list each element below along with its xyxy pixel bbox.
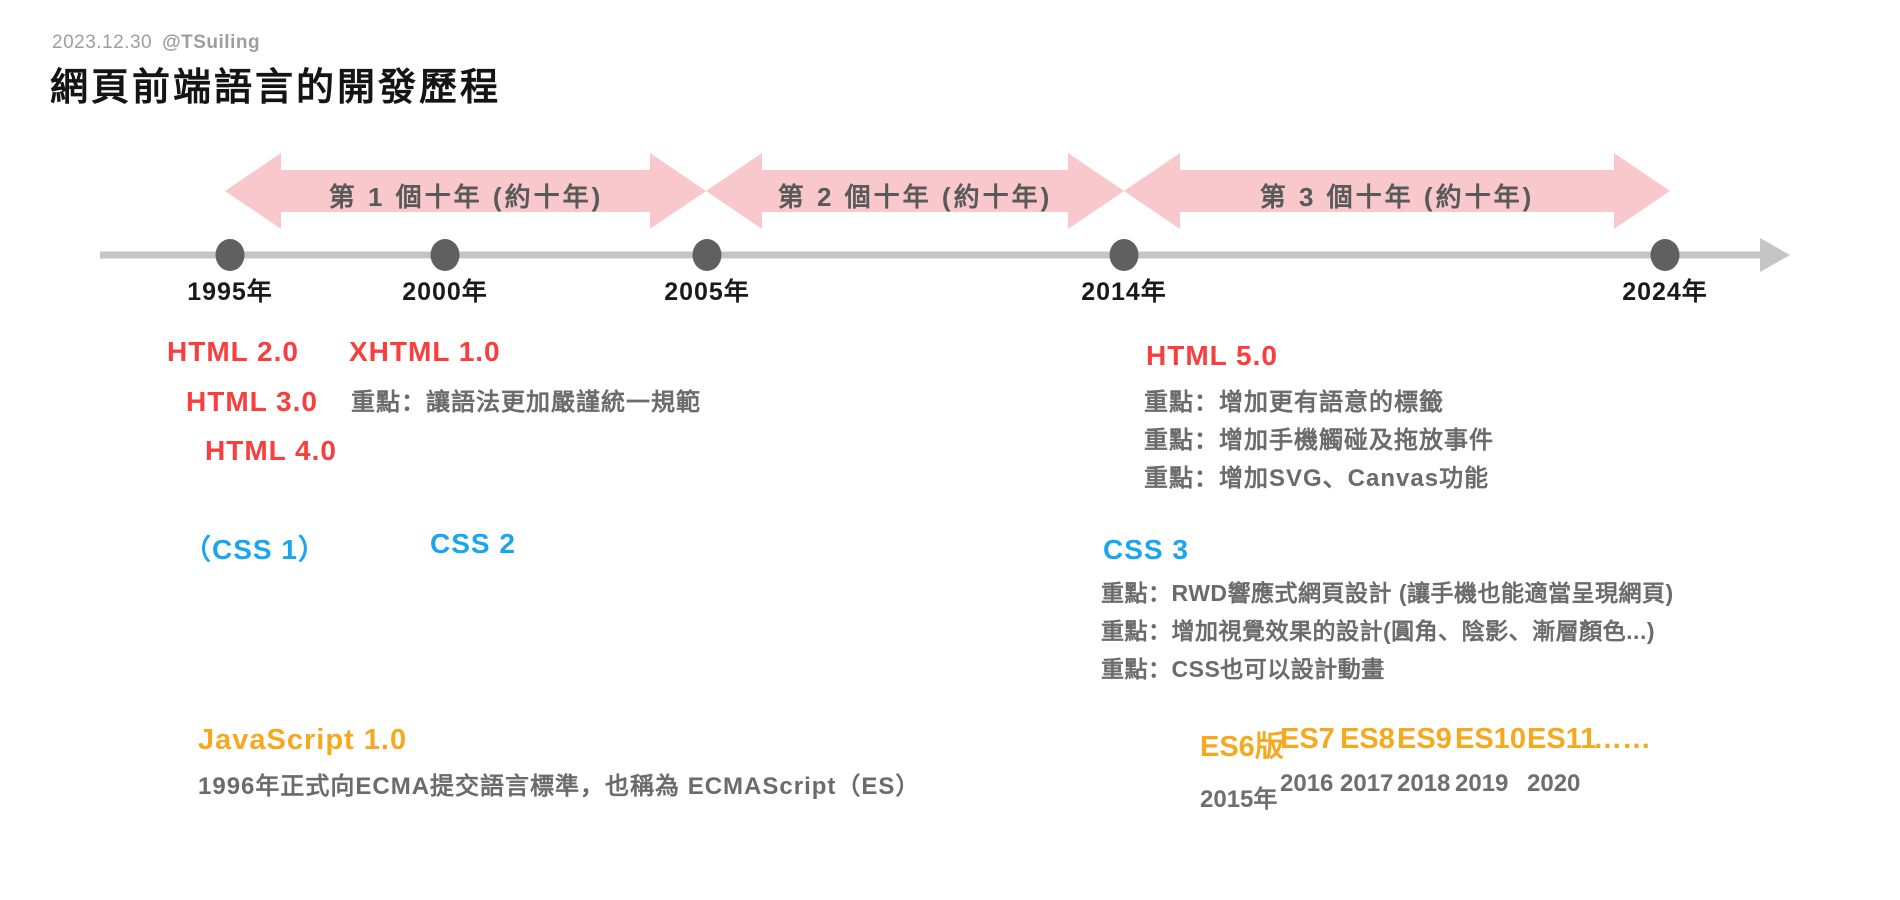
css1-title: （CSS 1）	[183, 534, 327, 565]
html5-title: HTML 5.0	[1146, 340, 1278, 371]
decade-label-1: 第 1 個十年 (約十年)	[328, 182, 604, 212]
javascript-title: JavaScript 1.0	[198, 724, 408, 756]
es9-label: ES9	[1397, 723, 1452, 755]
javascript-note: 1996年正式向ECMA提交語言標準，也稱為 ECMAScript（ES）	[198, 773, 921, 800]
page-title: 網頁前端語言的開發歷程	[50, 67, 502, 109]
es11-year: 2020	[1527, 770, 1581, 797]
decade-arrow-2-shape	[706, 153, 1124, 229]
css3-title: CSS 3	[1103, 534, 1189, 565]
publish-date: 2023.12.30	[52, 32, 153, 53]
es8-year: 2017	[1340, 770, 1394, 797]
timeline-dot-2014	[1109, 239, 1139, 271]
timeline-dot-2000	[430, 239, 460, 271]
es-column-es6: ES6版 2015年	[1200, 723, 1284, 814]
year-label-2014: 2014年	[1081, 278, 1167, 306]
css3-note-2: 重點：增加視覺效果的設計(圓角、陰影、漸層顏色...)	[1101, 618, 1655, 644]
html5-note-3: 重點：增加SVG、Canvas功能	[1144, 465, 1490, 492]
es11-label: ES11	[1527, 723, 1597, 755]
es-more-label: ……	[1593, 723, 1651, 755]
es-column-es9: ES9 2018	[1397, 723, 1452, 798]
xhtml-note: 重點：讓語法更加嚴謹統一規範	[351, 389, 701, 416]
es8-label: ES8	[1340, 723, 1395, 755]
html2-title: HTML 2.0	[167, 336, 299, 367]
es6-label: ES6版	[1200, 731, 1284, 763]
es9-year: 2018	[1397, 770, 1451, 797]
es10-label: ES10	[1455, 723, 1526, 755]
timeline-dot-2024	[1650, 239, 1680, 271]
year-label-2000: 2000年	[402, 278, 488, 306]
css3-note-3: 重點：CSS也可以設計動畫	[1101, 656, 1385, 682]
es10-year: 2019	[1455, 770, 1509, 797]
timeline-dot-2005	[692, 239, 722, 271]
decade-label-3: 第 3 個十年 (約十年)	[1259, 182, 1535, 212]
year-label-1995: 1995年	[187, 278, 273, 306]
es-column-es10: ES10 2019	[1455, 723, 1526, 798]
author-handle: @TSuiling	[162, 32, 261, 53]
es-column-es11: ES11 2020	[1527, 723, 1596, 798]
html5-note-2: 重點：增加手機觸碰及拖放事件	[1144, 427, 1494, 454]
decade-arrow-1-shape	[225, 153, 706, 229]
css3-note-1: 重點：RWD響應式網頁設計 (讓手機也能適當呈現網頁)	[1101, 580, 1674, 606]
es-column-es7: ES7 2016	[1280, 723, 1335, 798]
decade-arrow-3-shape	[1124, 153, 1670, 229]
es7-label: ES7	[1280, 723, 1335, 755]
es-column-es8: ES8 2017	[1340, 723, 1395, 798]
meta-line: 2023.12.30 @TSuiling	[52, 32, 260, 54]
es6-year: 2015年	[1200, 786, 1278, 813]
es-column-more: ……	[1593, 723, 1651, 770]
es7-year: 2016	[1280, 770, 1334, 797]
year-label-2005: 2005年	[664, 278, 750, 306]
xhtml-title: XHTML 1.0	[349, 336, 501, 367]
html5-note-1: 重點：增加更有語意的標籤	[1144, 389, 1444, 416]
decade-label-2: 第 2 個十年 (約十年)	[777, 182, 1053, 212]
css2-title: CSS 2	[430, 528, 516, 559]
year-label-2024: 2024年	[1622, 278, 1708, 306]
timeline-dot-1995	[215, 239, 245, 271]
html3-title: HTML 3.0	[186, 386, 318, 417]
timeline-axis-arrowhead	[1760, 238, 1790, 272]
html4-title: HTML 4.0	[205, 435, 337, 466]
